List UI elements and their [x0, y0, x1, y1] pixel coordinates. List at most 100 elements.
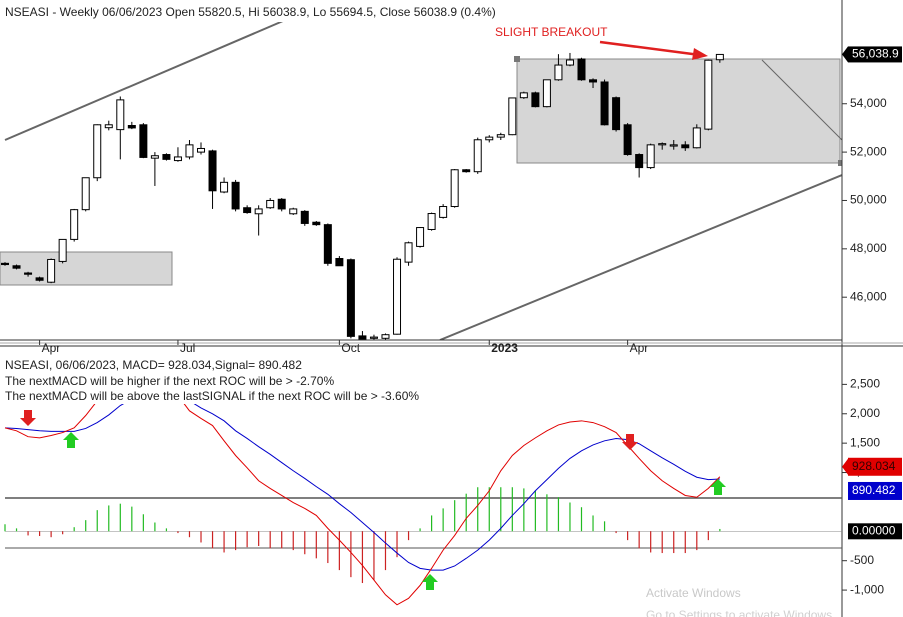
last-price-pointer	[842, 46, 848, 63]
candle-body	[565, 59, 574, 66]
macd-pointer	[842, 458, 848, 475]
annotation: SLIGHT BREAKOUT	[495, 25, 608, 39]
candle-body	[116, 99, 125, 131]
text-bg	[0, 352, 425, 404]
trend-line	[761, 59, 842, 141]
candle-body	[646, 144, 655, 169]
candle-body	[323, 224, 332, 264]
macd-text: NSEASI, 06/06/2023, MACD= 928.034,Signal…	[5, 358, 302, 372]
trend-line	[439, 174, 842, 340]
candle-body	[139, 124, 148, 158]
candle-body	[58, 238, 67, 262]
watermark: Activate Windows	[646, 586, 741, 600]
candle-body	[173, 156, 182, 162]
candle-body	[681, 144, 690, 149]
y-tick-label: 2,500	[850, 377, 880, 391]
candle-body	[462, 169, 471, 173]
candle-body	[450, 169, 459, 208]
box-handle	[838, 160, 842, 166]
candle-body	[243, 207, 252, 214]
arrow-head	[692, 48, 708, 60]
zero-label: 0.00000	[852, 523, 896, 537]
candle-body	[485, 136, 494, 141]
candle-body	[623, 124, 632, 156]
candle-body	[1, 262, 9, 266]
candle-body	[35, 277, 44, 281]
buy-arrow	[710, 479, 726, 495]
candle-body	[289, 208, 298, 215]
signal-last-label: 890.482	[852, 483, 896, 497]
arrow	[599, 40, 701, 57]
y-tick-label: 54,000	[850, 96, 887, 110]
macd-last-label: 928.034	[852, 459, 896, 473]
candle-body	[508, 97, 517, 136]
candle-body	[254, 208, 263, 215]
candle-body	[669, 144, 678, 147]
candle-body	[358, 335, 367, 340]
y-tick-label: 1,500	[850, 435, 880, 449]
candle-body	[496, 134, 505, 138]
y-tick-label: 52,000	[850, 144, 887, 158]
candle-body	[704, 59, 713, 130]
candle-body	[381, 334, 390, 339]
y-tick-label: -1,000	[850, 582, 884, 596]
signal-arrows	[20, 410, 726, 590]
candle-body	[404, 242, 413, 263]
trend-line	[4, 17, 291, 141]
candle-body	[93, 124, 102, 179]
y-tick-label: 48,000	[850, 241, 887, 255]
x-tick-label: 2023	[491, 341, 518, 355]
last-price-box	[848, 46, 902, 63]
sell-arrow	[20, 410, 36, 426]
range-box	[516, 58, 841, 164]
y-tick-label: -500	[850, 553, 874, 567]
y-tick-label: 50,000	[850, 193, 887, 207]
candle-body	[427, 213, 436, 230]
candle-body	[162, 154, 171, 160]
candle-body	[231, 181, 240, 210]
candle-body	[658, 143, 667, 146]
candle-body	[12, 265, 21, 269]
range-box	[0, 251, 173, 286]
chart-title: NSEASI - Weekly 06/06/2023 Open 55820.5,…	[5, 5, 496, 19]
candle-body	[197, 147, 206, 153]
candle-body	[612, 97, 621, 131]
candle-body	[208, 150, 217, 192]
candle-body	[542, 79, 551, 108]
watermark: Go to Settings to activate Windows.	[646, 608, 835, 617]
candle-body	[715, 53, 724, 61]
candle-body	[185, 144, 194, 158]
macd-text: The nextMACD will be above the lastSIGNA…	[5, 389, 419, 403]
macd-text: The nextMACD will be higher if the next …	[5, 374, 334, 388]
candle-body	[300, 210, 309, 224]
signal-label-box	[848, 481, 902, 500]
candle-body	[335, 258, 344, 267]
y-tick-label: 2,000	[850, 406, 880, 420]
candle-body	[346, 259, 355, 337]
price-overlays	[0, 17, 842, 340]
candle-body	[70, 209, 79, 240]
y-tick-label: 46,000	[850, 289, 887, 303]
box-handle	[514, 56, 520, 62]
candle-body	[127, 125, 136, 129]
candle-body	[635, 154, 644, 169]
candle-body	[393, 258, 402, 335]
candle-body	[416, 227, 425, 247]
candle-body	[266, 199, 275, 209]
candle-body	[531, 92, 540, 108]
last-price-label: 56,038.9	[852, 47, 899, 61]
zero-label-box	[848, 523, 902, 540]
candle-body	[473, 139, 482, 173]
title-bg	[0, 4, 520, 22]
candle-body	[220, 181, 229, 193]
candle-body	[589, 79, 598, 83]
candle-body	[47, 258, 56, 283]
candle-body	[277, 198, 286, 210]
candle-body	[150, 155, 159, 159]
sell-arrow	[622, 434, 638, 450]
macd-label-box	[848, 457, 902, 476]
buy-arrow	[422, 574, 438, 590]
candle-body	[519, 92, 528, 99]
candle-body	[81, 177, 90, 211]
